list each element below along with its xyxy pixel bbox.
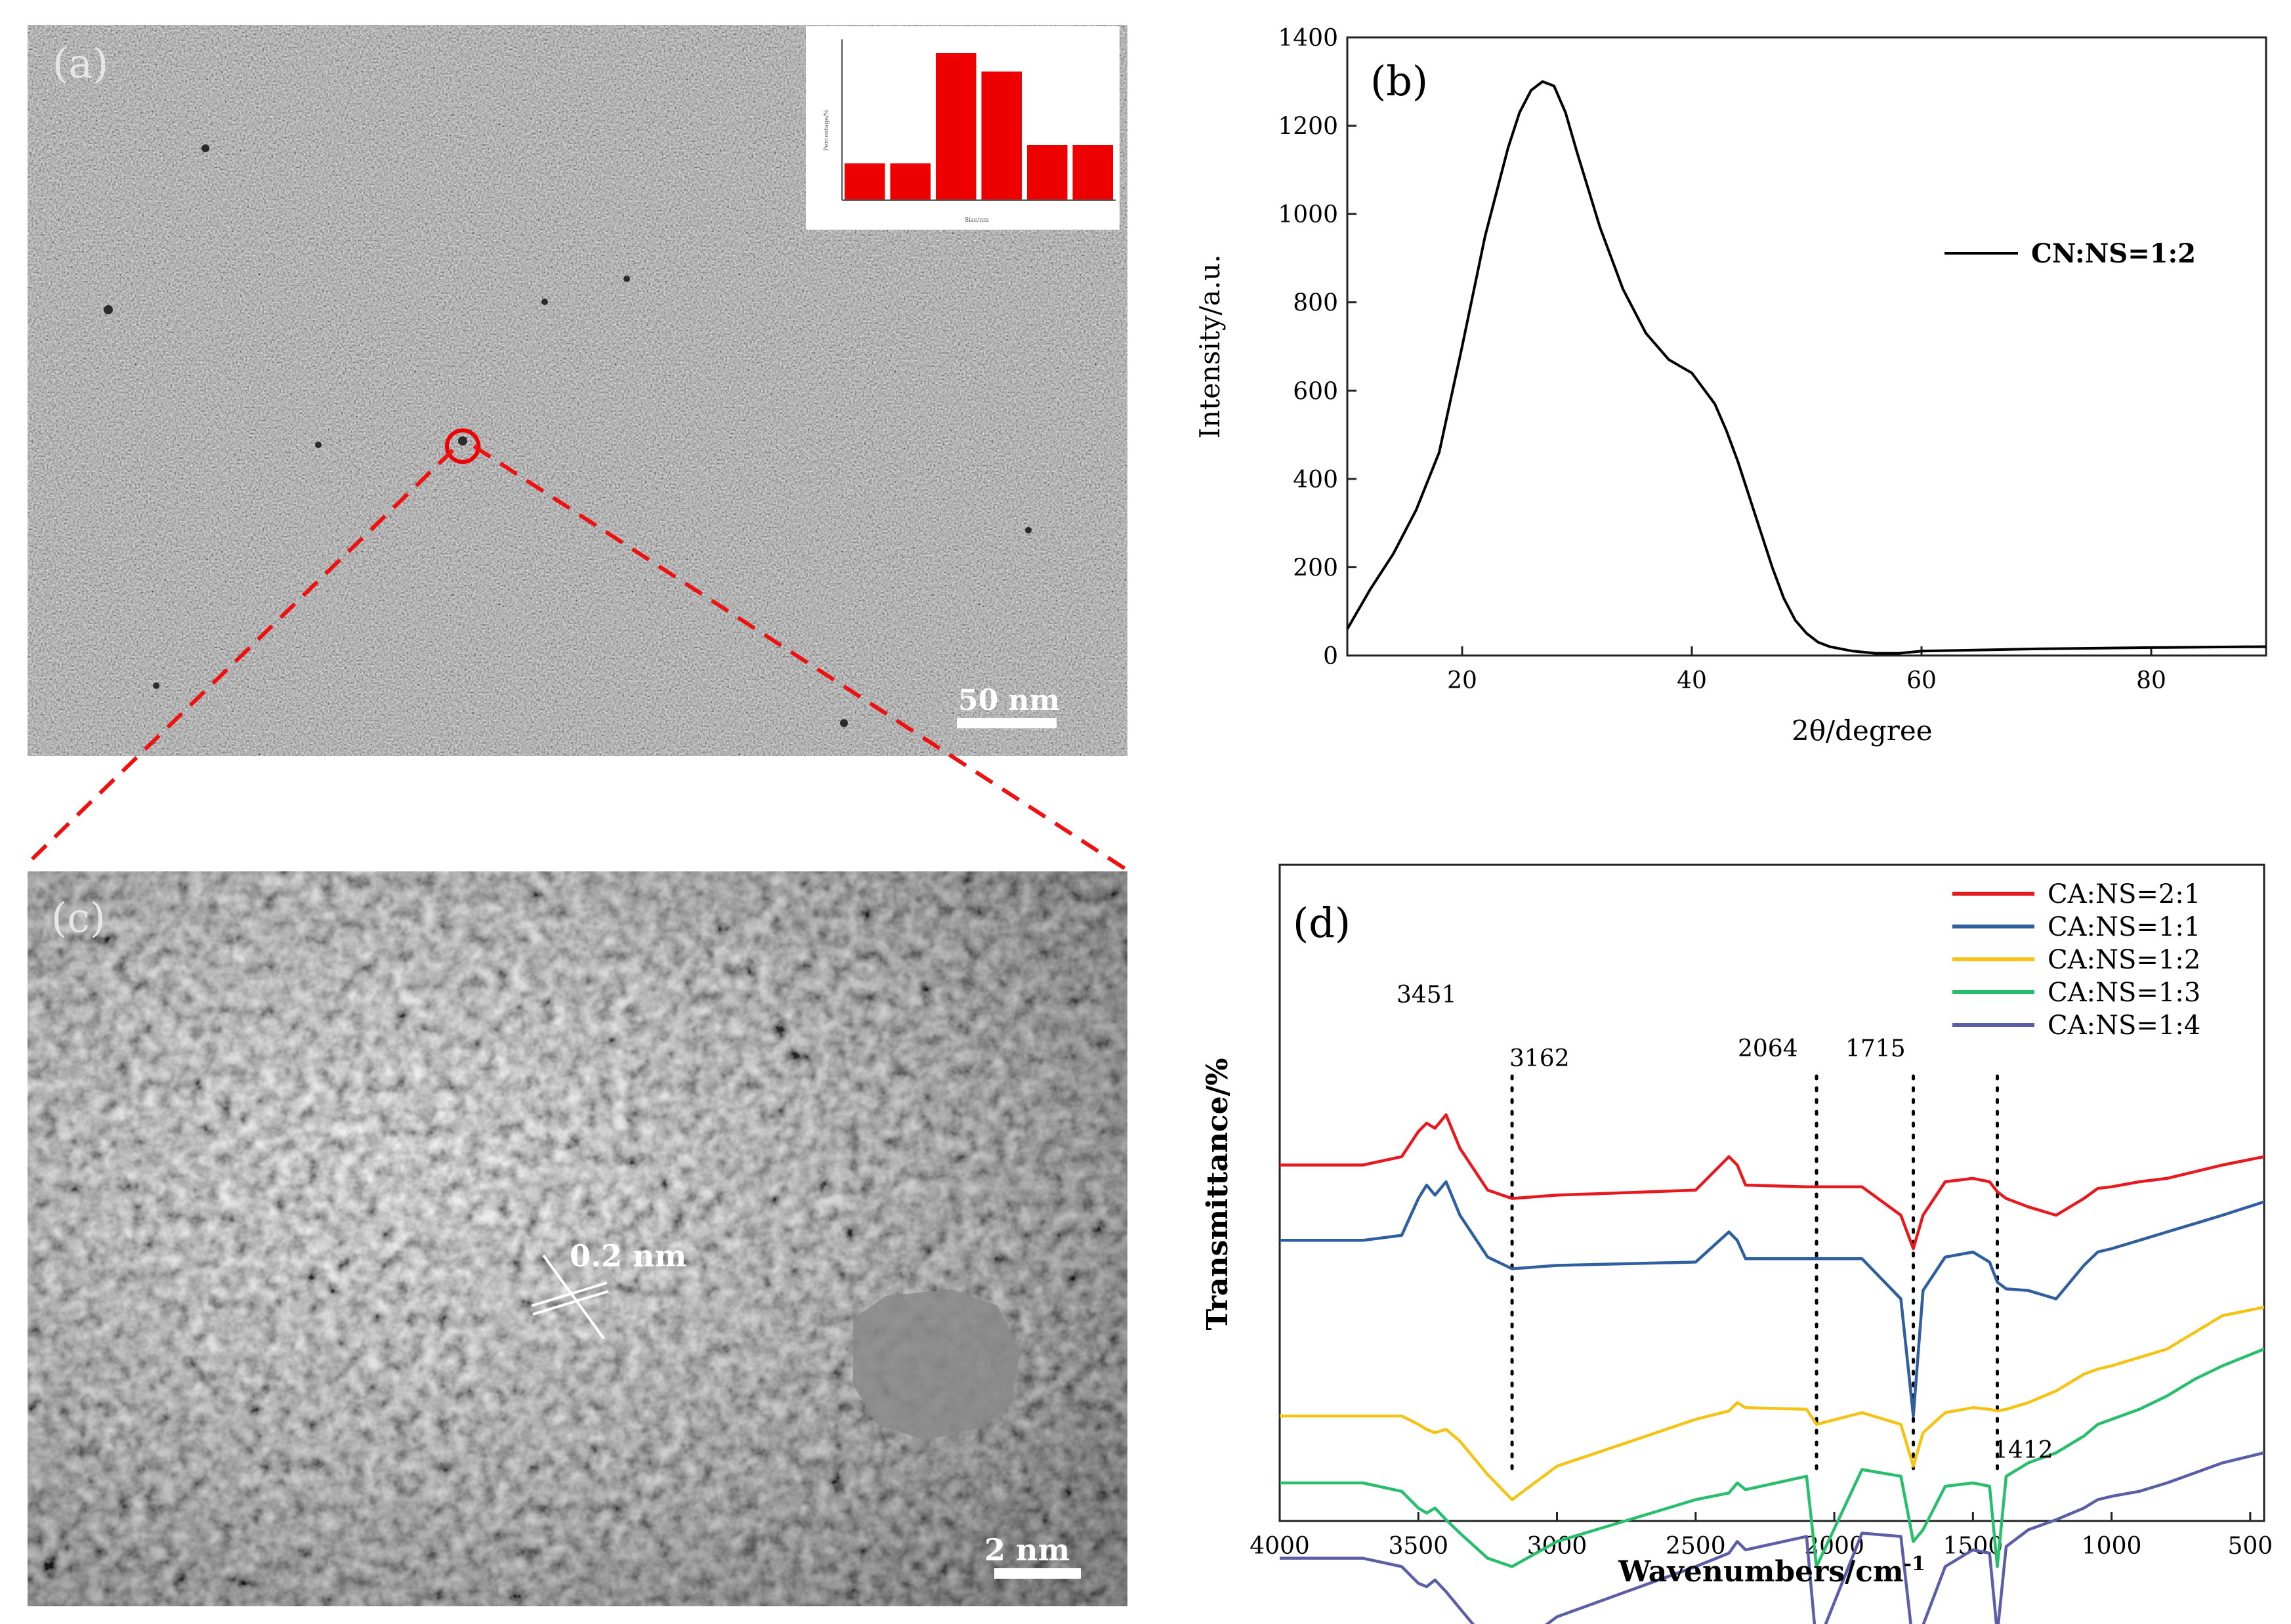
legend-d-label: CA:NS=2:1 — [2048, 879, 2200, 909]
xlabel-d: Wavenumbers/cm-1 — [1618, 1552, 1925, 1589]
panel-a-label: (a) — [53, 39, 108, 87]
inset-histogram: Percentage/% Size/nm — [806, 26, 1120, 230]
y-tick-label-b: 0 — [1323, 643, 1338, 670]
panel-a: (a) 50 nm Percentage/% Size/nm — [28, 25, 1127, 756]
peak-marker-lines — [1510, 1074, 2000, 1478]
ftir-line — [1280, 1306, 2265, 1501]
x-tick-label-b: 20 — [1447, 667, 1477, 694]
legend-d: CA:NS=2:1CA:NS=1:1CA:NS=1:2CA:NS=1:3CA:N… — [1952, 879, 2200, 1041]
peak-label-3451: 3451 — [1397, 982, 1457, 1009]
axis-ticks-b: 0 200 400 600 800 1000 1200 1400 20 40 60 80 — [1278, 25, 2166, 694]
inset-bar — [1027, 145, 1068, 200]
axis-ticks-d: 4000 3500 3000 2500 2000 1500 1000 500 — [1250, 1512, 2273, 1560]
panel-d-ftir-chart: 4000 3500 3000 2500 2000 1500 1000 500 CA:NS=2:… — [1201, 864, 2273, 1624]
y-tick-label-b: 1000 — [1278, 201, 1338, 228]
y-tick-label-b: 1400 — [1278, 25, 1338, 52]
ftir-line — [1280, 1347, 2265, 1568]
zoom-connector — [24, 444, 1127, 871]
inset-xlabel: Size/nm — [965, 217, 989, 224]
inset-ylabel: Percentage/% — [824, 109, 830, 151]
legend-d-label: CA:NS=1:3 — [2048, 978, 2200, 1008]
legend-d-label: CA:NS=1:2 — [2048, 945, 2200, 975]
ylabel-d: Transmittance/% — [1201, 1058, 1234, 1330]
y-tick-label-b: 600 — [1293, 378, 1338, 405]
selection-circle — [445, 428, 480, 464]
panel-b-label: (b) — [1370, 57, 1428, 105]
ftir-line — [1280, 1180, 2265, 1418]
lattice-marker — [531, 1254, 609, 1340]
ftir-line — [1280, 1113, 2265, 1251]
x-tick-label-d: 2500 — [1666, 1533, 1726, 1560]
peak-label-3162: 3162 — [1509, 1045, 1570, 1072]
panel-d-label: (d) — [1293, 899, 1351, 947]
y-tick-label-b: 200 — [1293, 554, 1338, 581]
ftir-line — [1280, 1451, 2265, 1624]
particle-region — [853, 1289, 1020, 1440]
y-tick-label-b: 1200 — [1278, 114, 1338, 140]
scale-bar-c — [994, 1568, 1081, 1579]
x-tick-label-d: 1500 — [1943, 1533, 2004, 1560]
ylabel-b: Intensity/a.u. — [1194, 255, 1226, 439]
inset-bars — [845, 53, 1113, 200]
x-tick-label-d: 500 — [2228, 1533, 2273, 1560]
y-tick-label-b: 800 — [1293, 290, 1338, 317]
y-tick-label-b: 400 — [1293, 467, 1338, 493]
peak-label-1715: 1715 — [1845, 1035, 1906, 1062]
plot-frame-d — [1278, 864, 2265, 1522]
peak-label-2064: 2064 — [1738, 1035, 1798, 1062]
hrtem-vignette — [28, 871, 1127, 1606]
x-tick-label-b: 80 — [2136, 667, 2166, 694]
lattice-spacing-label: 0.2 nm — [570, 1238, 686, 1274]
plot-frame-b — [1346, 36, 2267, 657]
xrd-line — [1346, 80, 2267, 655]
panel-c: (c) 0.2 nm 2 nm — [28, 871, 1127, 1606]
inset-bar — [890, 163, 931, 200]
inset-bar — [845, 163, 885, 200]
inset-bar — [936, 53, 977, 200]
x-tick-label-b: 60 — [1906, 667, 1937, 694]
legend-d-label: CA:NS=1:1 — [2048, 912, 2200, 942]
nanodots — [104, 144, 1032, 727]
x-tick-label-d: 4000 — [1250, 1533, 1310, 1560]
inset-bar — [981, 72, 1022, 200]
scale-bar-c-label: 2 nm — [984, 1532, 1070, 1568]
x-tick-label-d: 3000 — [1527, 1533, 1587, 1560]
series-b — [1346, 80, 2267, 655]
series-d — [1280, 1113, 2265, 1624]
xlabel-b: 2θ/degree — [1792, 715, 1933, 747]
inset-bar — [1072, 145, 1113, 200]
scale-bar-a — [957, 718, 1057, 728]
x-tick-label-d: 1000 — [2082, 1533, 2142, 1560]
x-tick-label-d: 3500 — [1388, 1533, 1448, 1560]
peak-label-1412: 1412 — [1993, 1437, 2053, 1464]
panel-c-label: (c) — [51, 894, 106, 942]
x-tick-label-b: 40 — [1677, 667, 1707, 694]
scale-bar-a-label: 50 nm — [958, 684, 1060, 717]
legend-d-label: CA:NS=1:4 — [2048, 1010, 2200, 1041]
panel-b-xrd-chart: 0 200 400 600 800 1000 1200 1400 20 40 60 80 (b) CN… — [1194, 25, 2267, 747]
legend-b-label: CN:NS=1:2 — [2031, 238, 2196, 269]
